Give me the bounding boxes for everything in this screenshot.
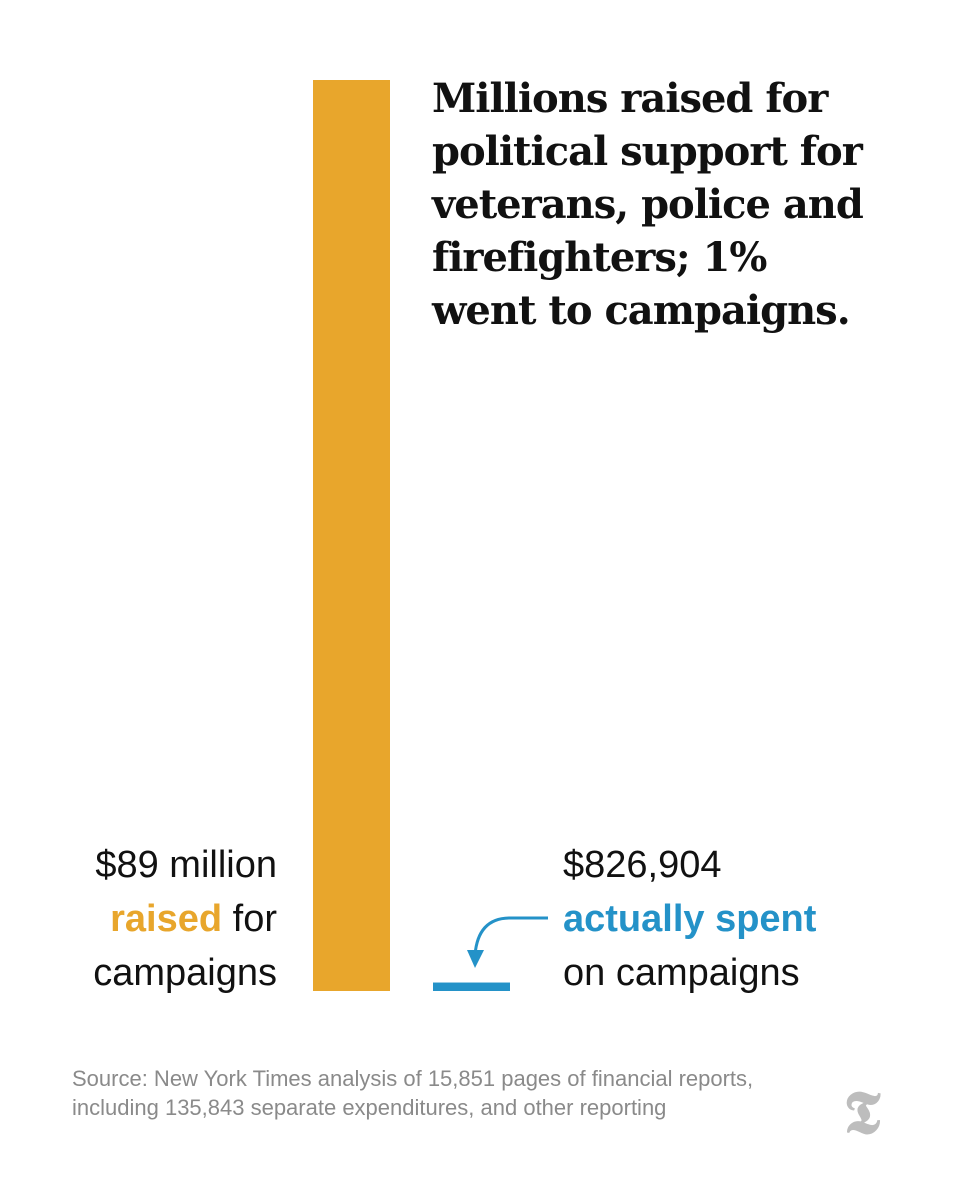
spent-amount: $826,904 xyxy=(563,844,722,886)
spent-label: $826,904 actually spent on campaigns xyxy=(563,838,923,1000)
spent-arrow-line xyxy=(473,916,548,956)
raised-rest: for xyxy=(232,898,277,940)
raised-label: $89 million raised for campaigns xyxy=(0,838,277,1000)
bar-raised xyxy=(313,80,390,991)
bar-actually-spent xyxy=(433,982,510,991)
chart-title: Millions raised for political support fo… xyxy=(432,75,864,334)
raised-amount: $89 million xyxy=(95,844,277,886)
raised-highlight: raised xyxy=(110,898,223,940)
spent-arrow-head-icon xyxy=(467,950,484,968)
source-note: Source: New York Times analysis of 15,85… xyxy=(72,1066,754,1120)
spent-line-3: on campaigns xyxy=(563,952,800,994)
raised-line-3: campaigns xyxy=(93,952,277,994)
raised-line-2: raised for xyxy=(0,892,277,946)
spent-highlight: actually spent xyxy=(563,898,817,940)
nyt-t-logo-icon: 𝕿 xyxy=(843,1078,881,1148)
